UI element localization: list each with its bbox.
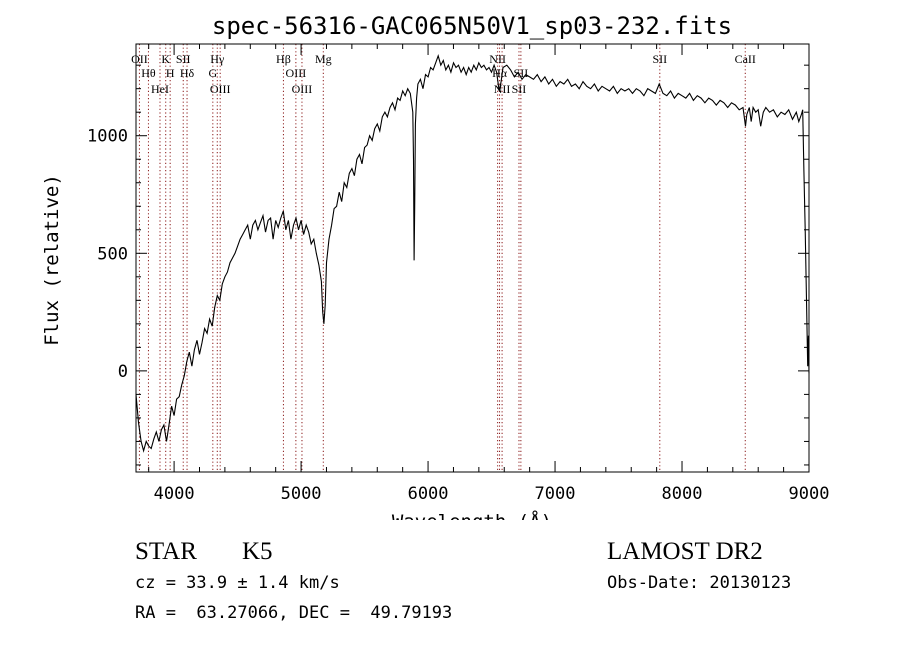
y-tick-label: 1000	[87, 127, 128, 147]
line-label-20: CaII	[735, 52, 756, 66]
spectrum-chart: spec-56316-GAC065N50V1_sp03-232.fits OII…	[41, 12, 830, 520]
line-label-19: SII	[652, 52, 667, 66]
line-label-3: K	[161, 52, 170, 66]
x-tick-label: 6000	[408, 484, 449, 504]
y-axis-ticks	[136, 64, 809, 466]
x-axis-label: Wavelength (Å)	[392, 510, 552, 520]
line-label-11: OIII	[286, 66, 307, 80]
y-tick-label: 500	[97, 244, 128, 264]
line-label-14: NII	[489, 52, 506, 66]
x-tick-label: 4000	[154, 484, 195, 504]
line-label-6: Hδ	[180, 66, 195, 80]
x-tick-label: 5000	[281, 484, 322, 504]
y-axis-label: Flux (relative)	[41, 174, 63, 346]
line-label-12: OIII	[292, 82, 313, 96]
x-axis-tick-labels: 4000 5000 6000 7000 8000 9000	[154, 484, 830, 504]
x-tick-label: 7000	[535, 484, 576, 504]
line-label-15: Hα	[492, 66, 508, 80]
x-tick-label: 8000	[662, 484, 703, 504]
object-class: STAR	[135, 538, 197, 565]
line-label-5: SII	[176, 52, 191, 66]
y-tick-label: 0	[118, 362, 128, 382]
x-tick-label: 9000	[789, 484, 830, 504]
line-label-4: H	[166, 66, 175, 80]
chart-title: spec-56316-GAC065N50V1_sp03-232.fits	[212, 12, 732, 40]
survey-name: LAMOST DR2	[607, 538, 763, 565]
spectral-subclass: K5	[242, 538, 273, 565]
coordinates: RA = 63.27066, DEC = 49.79193	[135, 603, 453, 623]
line-label-13: Mg	[315, 52, 332, 66]
observation-date: Obs-Date: 20130123	[607, 573, 792, 593]
x-axis-ticks	[148, 44, 810, 472]
line-label-17: SII	[512, 82, 527, 96]
line-label-1: Hθ	[141, 66, 156, 80]
line-label-10: Hβ	[276, 52, 291, 66]
line-label-0: OII	[131, 52, 148, 66]
spectral-line-markers	[138, 44, 746, 472]
line-label-9: OIII	[210, 82, 231, 96]
line-label-2: HeI	[151, 82, 169, 96]
spectrum-line	[135, 53, 810, 453]
line-label-8: G	[208, 66, 217, 80]
y-axis-tick-labels: 0 500 1000	[87, 127, 128, 382]
line-label-7: Hγ	[210, 52, 225, 66]
redshift-velocity: cz = 33.9 ± 1.4 km/s	[135, 573, 340, 593]
line-label-16: NII	[494, 82, 511, 96]
plot-frame	[135, 43, 810, 473]
